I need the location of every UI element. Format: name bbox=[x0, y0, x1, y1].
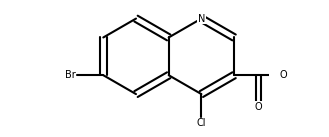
Text: O: O bbox=[255, 102, 263, 112]
Text: Br: Br bbox=[65, 70, 76, 80]
Text: N: N bbox=[198, 14, 205, 24]
Text: O: O bbox=[279, 70, 287, 80]
Text: Cl: Cl bbox=[197, 118, 206, 128]
